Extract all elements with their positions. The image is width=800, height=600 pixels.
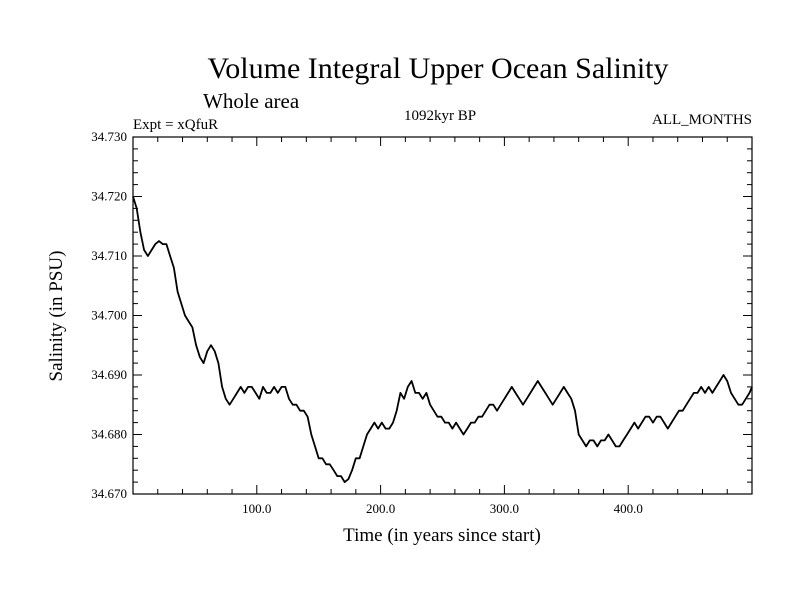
x-tick-label: 300.0 — [490, 501, 519, 516]
plot-frame — [132, 136, 753, 495]
y-tick-label: 34.700 — [91, 308, 127, 323]
y-tick-label: 34.710 — [91, 248, 127, 263]
months-label: ALL_MONTHS — [652, 112, 752, 128]
period-label: 1092kyr BP — [404, 108, 476, 124]
y-tick-label: 34.720 — [91, 189, 127, 204]
chart-subtitle: Whole area — [203, 89, 300, 113]
x-axis-label: Time (in years since start) — [343, 525, 541, 546]
x-axis-tick-labels: 100.0 200.0 300.0 400.0 — [242, 501, 643, 516]
x-axis-ticks — [157, 137, 728, 494]
salinity-series-line — [132, 196, 753, 483]
expt-label: Expt = xQfuR — [133, 117, 218, 133]
y-axis-label: Salinity (in PSU) — [46, 251, 67, 382]
y-tick-label: 34.680 — [91, 427, 127, 442]
x-tick-label: 200.0 — [366, 501, 395, 516]
y-tick-label: 34.730 — [91, 129, 127, 144]
x-tick-label: 400.0 — [614, 501, 643, 516]
y-axis-ticks — [133, 136, 752, 495]
x-tick-label: 100.0 — [242, 501, 271, 516]
y-axis-tick-labels: 34.670 34.680 34.690 34.700 34.710 34.720 34.7… — [91, 129, 127, 501]
y-tick-label: 34.670 — [91, 486, 127, 501]
chart-title: Volume Integral Upper Ocean Salinity — [208, 52, 669, 85]
y-tick-label: 34.690 — [91, 367, 127, 382]
